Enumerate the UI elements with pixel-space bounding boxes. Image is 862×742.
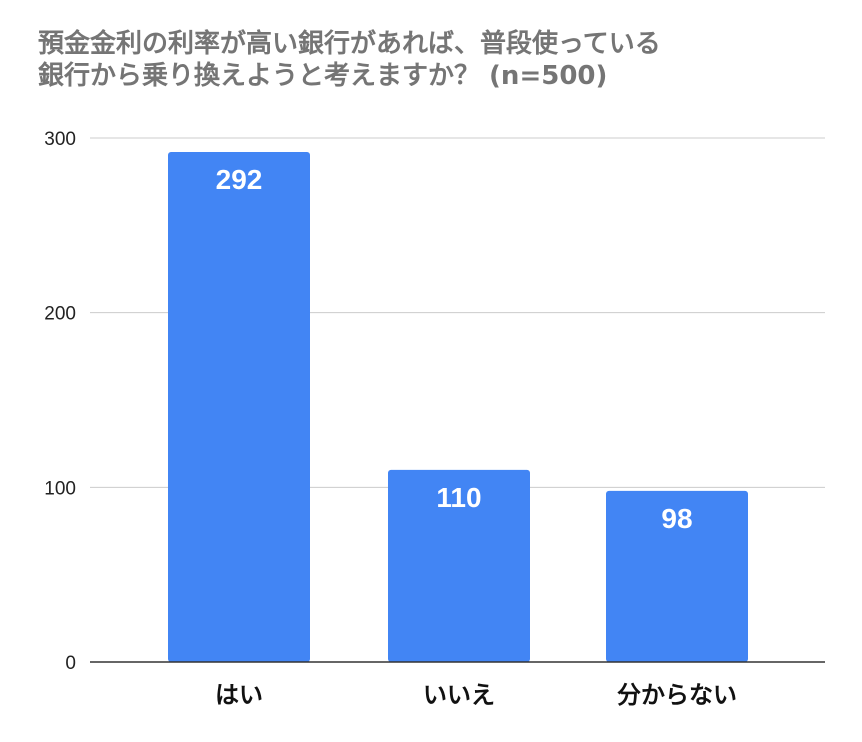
data-label: 292 — [216, 164, 263, 195]
data-label: 98 — [661, 503, 692, 534]
bar-3 — [606, 490, 748, 662]
y-axis-ticks: 0 100 200 300 — [44, 129, 76, 674]
chart-title-line-2: 銀行から乗り換えようと考えますか？ (n=500) — [38, 61, 608, 91]
data-labels: 292 110 98 — [216, 164, 693, 534]
x-category-label: いいえ — [423, 681, 495, 709]
y-tick-label: 200 — [44, 304, 76, 325]
x-category-label: 分からない — [617, 681, 737, 709]
y-tick-label: 0 — [65, 653, 76, 674]
bar-2 — [388, 469, 530, 662]
y-tick-label: 300 — [44, 129, 76, 150]
x-category-label: はい — [215, 681, 263, 709]
data-label: 110 — [436, 482, 481, 513]
x-axis-categories: はい いいえ 分からない — [215, 681, 737, 709]
chart-title: 預金金利の利率が高い銀行があれば、普段使っている 銀行から乗り換えようと考えます… — [38, 28, 838, 92]
chart-title-line-1: 預金金利の利率が高い銀行があれば、普段使っている — [38, 29, 661, 59]
bars — [168, 151, 748, 662]
y-tick-label: 100 — [44, 478, 76, 499]
bar-1 — [168, 151, 310, 662]
